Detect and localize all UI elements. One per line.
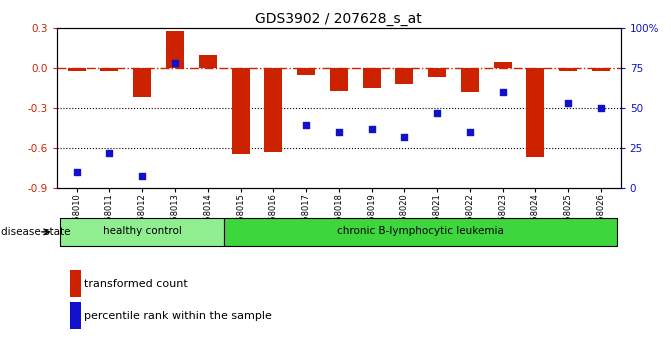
Point: [497, 89, 508, 95]
Bar: [224, 217, 617, 246]
Text: percentile rank within the sample: percentile rank within the sample: [84, 311, 272, 321]
Bar: [297, 68, 315, 75]
Bar: [231, 68, 250, 154]
Point: [333, 129, 344, 135]
Bar: [264, 68, 282, 152]
Bar: [70, 302, 81, 329]
Bar: [134, 68, 151, 97]
Bar: [101, 68, 119, 71]
Bar: [70, 270, 81, 297]
Bar: [395, 68, 413, 84]
Point: [399, 134, 410, 139]
Point: [366, 126, 377, 132]
Title: GDS3902 / 207628_s_at: GDS3902 / 207628_s_at: [256, 12, 422, 26]
Bar: [199, 55, 217, 68]
Bar: [428, 68, 446, 78]
Point: [464, 129, 475, 135]
Text: chronic B-lymphocytic leukemia: chronic B-lymphocytic leukemia: [338, 226, 504, 236]
Point: [563, 101, 574, 106]
Text: disease state: disease state: [1, 227, 70, 237]
Bar: [592, 68, 610, 71]
Bar: [60, 217, 224, 246]
Text: healthy control: healthy control: [103, 226, 182, 236]
Point: [170, 61, 180, 66]
Point: [432, 110, 443, 116]
Point: [137, 174, 148, 179]
Bar: [330, 68, 348, 91]
Point: [104, 150, 115, 155]
Bar: [494, 62, 512, 68]
Bar: [166, 31, 184, 68]
Point: [596, 105, 607, 111]
Bar: [461, 68, 479, 92]
Point: [71, 169, 82, 175]
Bar: [362, 68, 380, 88]
Bar: [68, 68, 86, 71]
Point: [301, 123, 311, 129]
Bar: [559, 68, 577, 71]
Text: transformed count: transformed count: [84, 279, 188, 289]
Bar: [527, 68, 544, 157]
